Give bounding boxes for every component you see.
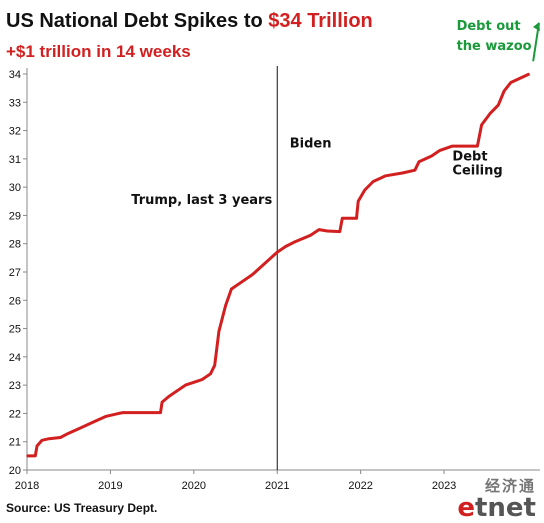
- y-tick-label-26: 26: [9, 295, 21, 307]
- annotation-trump: Trump, last 3 years: [131, 193, 272, 208]
- y-tick-label-33: 33: [9, 97, 21, 109]
- debt-data-point-40: [401, 172, 404, 174]
- debt-data-point-13: [161, 401, 163, 403]
- y-tick-label-21: 21: [9, 437, 21, 449]
- chart-title-prefix: US National Debt Spikes to: [6, 10, 269, 32]
- chart-title: US National Debt Spikes to $34 Trillion: [6, 10, 373, 33]
- debt-data-point-6: [67, 432, 70, 435]
- debt-data-point-4: [47, 438, 49, 440]
- debt-data-point-43: [430, 155, 433, 157]
- chart-title-highlight: $34 Trillion: [268, 10, 373, 32]
- debt-data-point-2: [36, 445, 38, 447]
- debt-data-point-38: [372, 180, 375, 183]
- annotation-biden: Biden: [290, 137, 332, 152]
- debt-data-point-22: [224, 305, 227, 307]
- debt-data-point-28: [284, 245, 287, 248]
- debt-data-point-10: [118, 412, 120, 415]
- debt-data-point-11: [122, 411, 124, 414]
- debt-data-point-23: [230, 288, 233, 290]
- x-tick-label-2020: 2020: [182, 480, 206, 492]
- y-tick-label-25: 25: [9, 324, 21, 336]
- y-tick-label-29: 29: [9, 210, 21, 222]
- logo-chinese-text: 经济通: [484, 477, 536, 495]
- y-tick-label-31: 31: [9, 154, 21, 166]
- chart-subtitle: +$1 trillion in 14 weeks: [6, 42, 191, 61]
- debt-data-point-33: [339, 230, 341, 233]
- debt-data-point-30: [309, 234, 312, 236]
- debt-data-point-19: [209, 373, 212, 375]
- y-tick-label-27: 27: [9, 267, 21, 279]
- debt-data-point-48: [489, 112, 491, 115]
- debt-data-point-37: [364, 189, 366, 191]
- annotation-wazoo_2: the wazoo: [457, 39, 532, 54]
- annotation-wazoo_1: Debt out: [457, 19, 521, 34]
- annotation-ceiling_1: Debt: [452, 149, 487, 164]
- debt-data-point-39: [384, 175, 387, 177]
- annotation-ceiling_2: Ceiling: [452, 163, 502, 178]
- x-tick-label-2019: 2019: [98, 480, 122, 492]
- x-tick-label-2021: 2021: [265, 480, 289, 492]
- debt-data-point-35: [355, 217, 358, 220]
- debt-data-point-29: [293, 241, 295, 244]
- debt-data-point-44: [439, 149, 441, 152]
- debt-data-point-42: [418, 160, 420, 163]
- logo-english-text: etnet: [457, 493, 536, 523]
- debt-data-point-52: [522, 76, 525, 78]
- debt-data-point-7: [80, 426, 82, 429]
- debt-data-point-32: [326, 230, 329, 232]
- debt-data-point-16: [184, 384, 187, 386]
- debt-data-point-27: [276, 251, 279, 253]
- y-tick-label-28: 28: [9, 239, 21, 251]
- debt-series-line: [27, 72, 530, 458]
- debt-data-point-31: [318, 228, 320, 231]
- source-note: Source: US Treasury Dept.: [6, 501, 158, 515]
- debt-data-point-15: [176, 390, 178, 392]
- logo-letter-e: e: [457, 493, 475, 523]
- y-tick-label-22: 22: [9, 408, 21, 420]
- wazoo-arrow-head: [533, 22, 540, 32]
- etnet-logo: 经济通 etnet: [457, 475, 536, 523]
- x-tick-label-2023: 2023: [432, 480, 456, 492]
- debt-data-point-24: [238, 282, 241, 285]
- debt-data-point-20: [213, 364, 216, 367]
- debt-data-point-5: [59, 436, 62, 439]
- debt-data-point-49: [497, 104, 500, 106]
- debt-data-point-47: [480, 124, 483, 126]
- debt-data-point-36: [357, 200, 360, 203]
- debt-data-point-12: [159, 411, 162, 414]
- debt-data-point-46: [476, 145, 479, 147]
- y-tick-label-32: 32: [9, 126, 21, 138]
- debt-data-point-8: [92, 421, 95, 423]
- debt-data-point-18: [201, 378, 203, 381]
- x-tick-label-2018: 2018: [15, 480, 39, 492]
- y-tick-label-20: 20: [9, 465, 21, 477]
- debt-data-point-34: [341, 217, 344, 220]
- debt-data-point-45: [451, 145, 454, 147]
- debt-data-point-51: [510, 81, 512, 84]
- y-tick-label-34: 34: [9, 69, 21, 81]
- y-tick-label-23: 23: [9, 380, 21, 392]
- debt-data-point-41: [414, 169, 416, 171]
- debt-data-point-50: [503, 90, 505, 92]
- debt-data-point-17: [193, 381, 195, 384]
- debt-data-point-1: [34, 455, 37, 457]
- x-tick-label-2022: 2022: [348, 480, 372, 492]
- debt-data-point-26: [263, 262, 266, 265]
- debt-data-point-25: [251, 274, 253, 276]
- debt-data-point-3: [41, 439, 43, 442]
- logo-letters-tnet: tnet: [474, 493, 536, 523]
- debt-data-point-53: [528, 73, 530, 75]
- y-tick-label-24: 24: [9, 352, 21, 364]
- debt-data-point-0: [26, 455, 28, 457]
- debt-data-point-9: [105, 415, 107, 418]
- debt-data-point-21: [218, 330, 220, 333]
- y-tick-label-30: 30: [9, 182, 21, 194]
- debt-data-point-14: [168, 395, 170, 398]
